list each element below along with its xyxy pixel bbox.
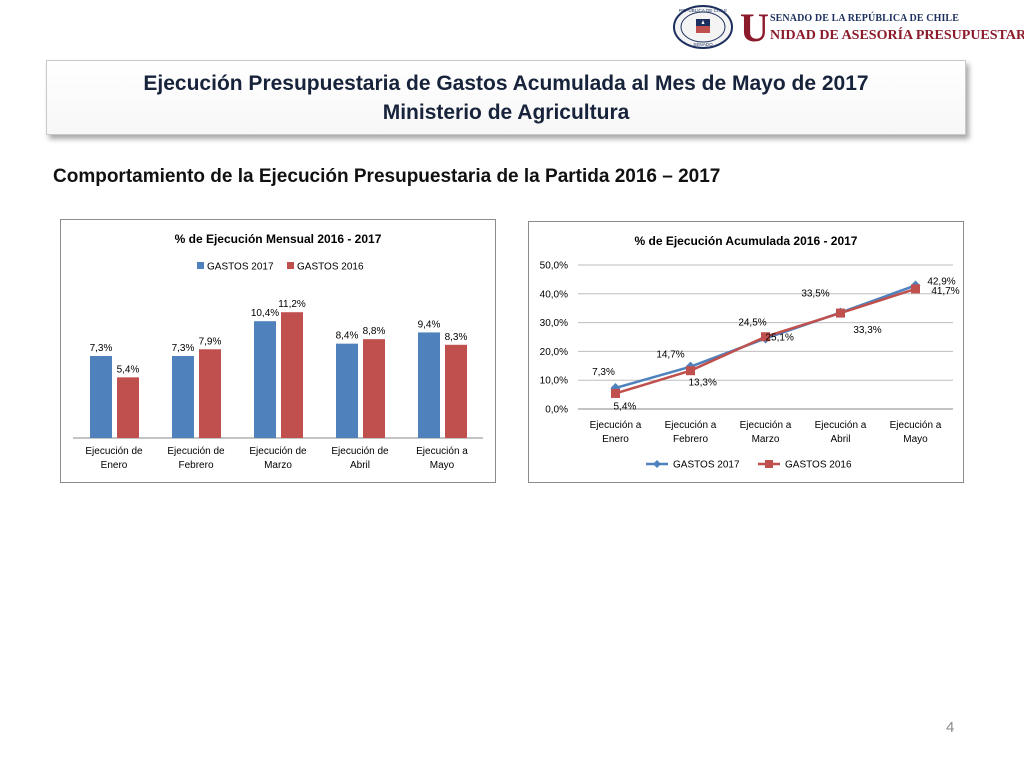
legend-label-1: GASTOS 2016 <box>297 262 364 273</box>
bar-1-2 <box>281 312 303 438</box>
cumulative-execution-chart: % de Ejecución Acumulada 2016 - 2017 0,0%… <box>528 221 964 483</box>
cumulative-execution-svg: % de Ejecución Acumulada 2016 - 2017 0,0%… <box>540 234 960 471</box>
chart-title: % de Ejecución Mensual 2016 - 2017 <box>175 232 382 246</box>
point-1-4 <box>911 284 920 294</box>
legend-swatch-1 <box>287 262 294 269</box>
chart-title: % de Ejecución Acumulada 2016 - 2017 <box>635 234 858 248</box>
point-1-1 <box>686 366 695 376</box>
data-label-1-3: 8,8% <box>363 326 386 337</box>
point-1-2 <box>761 332 770 342</box>
x-tick-label-2-b: Marzo <box>752 434 780 445</box>
data-label-1-0: 5,4% <box>614 401 637 412</box>
title-box: Ejecución Presupuestaria de Gastos Acumu… <box>46 60 966 135</box>
point-1-0 <box>611 388 620 398</box>
x-tick-label-0-b: Enero <box>602 434 629 445</box>
legend-marker-1 <box>765 460 773 468</box>
logo-unidad-text: NIDAD DE ASESORÍA PRESUPUESTARIA <box>770 28 1024 43</box>
x-tick-label-4-b: Mayo <box>903 434 928 445</box>
data-label-1-1: 13,3% <box>689 378 717 389</box>
x-tick-label-3-a: Ejecución de <box>331 446 389 457</box>
legend-swatch-0 <box>197 262 204 269</box>
data-label-0-4: 42,9% <box>927 276 955 287</box>
x-tick-label-4-b: Mayo <box>430 460 455 471</box>
x-tick-label-3-a: Ejecución a <box>815 420 867 431</box>
y-tick-label-2: 20,0% <box>540 347 568 358</box>
page-title: Ejecución Presupuestaria de Gastos Acumu… <box>143 72 869 95</box>
data-label-0-3: 33,5% <box>801 289 829 300</box>
bar-1-1 <box>199 349 221 438</box>
seal-text-bottom: SENADO <box>693 42 713 47</box>
senado-seal-icon: REPÚBLICA DE CHILE SENADO <box>673 5 733 49</box>
x-tick-label-2-a: Ejecución a <box>740 420 792 431</box>
x-tick-label-1-b: Febrero <box>178 460 213 471</box>
data-label-0-2: 10,4% <box>251 308 279 319</box>
data-label-1-3: 33,3% <box>853 325 881 336</box>
x-tick-label-2-a: Ejecución de <box>249 446 307 457</box>
x-tick-label-0-a: Ejecución de <box>85 446 143 457</box>
legend-label-0: GASTOS 2017 <box>207 262 274 273</box>
x-tick-label-2-b: Marzo <box>264 460 292 471</box>
x-tick-label-1-b: Febrero <box>673 434 708 445</box>
x-tick-label-3-b: Abril <box>830 434 850 445</box>
data-label-1-4: 8,3% <box>445 332 468 343</box>
data-label-1-2: 25,1% <box>766 333 794 344</box>
data-label-1-0: 5,4% <box>117 364 140 375</box>
data-label-0-0: 7,3% <box>90 343 113 354</box>
monthly-execution-chart: % de Ejecución Mensual 2016 - 2017 GASTOS… <box>60 219 496 483</box>
y-tick-label-5: 50,0% <box>540 261 568 272</box>
bar-0-3 <box>336 343 358 438</box>
legend-label-1: GASTOS 2016 <box>785 460 852 471</box>
bar-0-0 <box>90 356 112 438</box>
data-label-0-1: 14,7% <box>656 350 684 361</box>
bar-1-4 <box>445 344 467 438</box>
page-number: 4 <box>946 719 955 736</box>
data-label-0-0: 7,3% <box>592 367 615 378</box>
legend-label-0: GASTOS 2017 <box>673 460 740 471</box>
data-label-0-2: 24,5% <box>738 317 766 328</box>
senado-logo: REPÚBLICA DE CHILE SENADO U SENADO DE LA… <box>672 4 1024 52</box>
logo-senado-text: SENADO DE LA REPÚBLICA DE CHILE <box>770 13 959 24</box>
point-1-3 <box>836 308 845 318</box>
x-tick-label-1-a: Ejecución de <box>167 446 225 457</box>
bar-1-3 <box>363 339 385 438</box>
monthly-execution-svg: % de Ejecución Mensual 2016 - 2017 GASTOS… <box>73 232 483 471</box>
y-tick-label-3: 30,0% <box>540 318 568 329</box>
y-tick-label-1: 10,0% <box>540 376 568 387</box>
data-label-0-4: 9,4% <box>418 319 441 330</box>
x-tick-label-0-a: Ejecución a <box>590 420 642 431</box>
page-title-ministry: Ministerio de Agricultura <box>382 101 630 124</box>
seal-text-top: REPÚBLICA DE CHILE <box>679 7 727 13</box>
bar-1-0 <box>117 377 139 438</box>
data-label-0-1: 7,3% <box>172 343 195 354</box>
data-label-1-4: 41,7% <box>931 286 959 297</box>
section-subtitle: Comportamiento de la Ejecución Presupues… <box>53 166 721 187</box>
y-tick-label-4: 40,0% <box>540 289 568 300</box>
point-0-0 <box>610 382 621 393</box>
bar-0-2 <box>254 321 276 438</box>
data-label-1-1: 7,9% <box>199 336 222 347</box>
x-tick-label-1-a: Ejecución a <box>665 420 717 431</box>
bar-0-1 <box>172 356 194 438</box>
x-tick-label-4-a: Ejecución a <box>416 446 468 457</box>
legend-marker-0 <box>653 460 661 468</box>
data-label-1-2: 11,2% <box>278 299 306 310</box>
logo-initial: U <box>740 5 769 50</box>
data-label-0-3: 8,4% <box>336 331 359 342</box>
y-tick-label-0: 0,0% <box>545 405 568 416</box>
x-tick-label-3-b: Abril <box>350 460 370 471</box>
bar-0-4 <box>418 332 440 438</box>
x-tick-label-0-b: Enero <box>101 460 128 471</box>
x-tick-label-4-a: Ejecución a <box>890 420 942 431</box>
